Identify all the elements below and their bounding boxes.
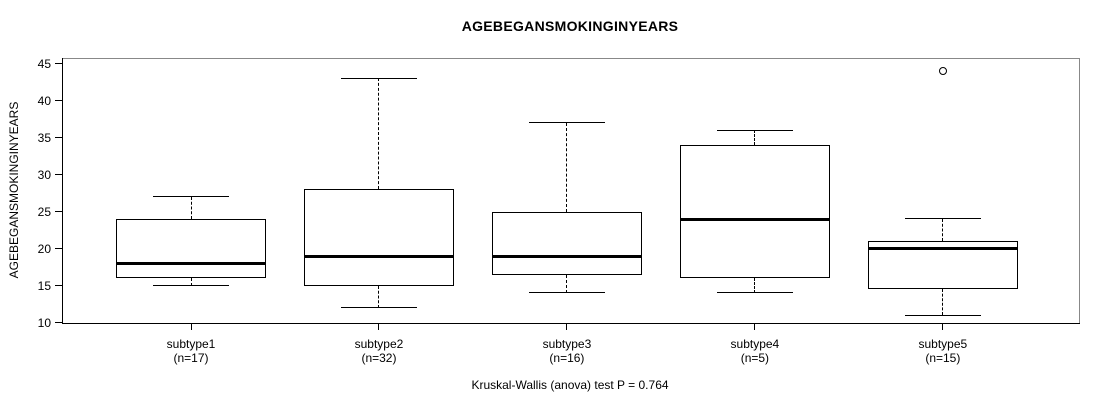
y-tick-label: 45: [37, 56, 51, 71]
x-tick-label: subtype1 (n=17): [166, 337, 216, 365]
x-tick: [566, 324, 568, 330]
whisker-upper-cap: [528, 122, 605, 124]
y-tick: [55, 63, 62, 65]
y-tick: [55, 322, 62, 324]
median-line: [867, 247, 1018, 251]
y-tick-label: 30: [37, 167, 51, 182]
median-line: [303, 254, 454, 258]
whisker-lower-cap: [904, 314, 981, 316]
whisker-upper-line: [754, 130, 756, 146]
iqr-box: [491, 211, 642, 275]
y-tick: [55, 285, 62, 287]
whisker-lower-cap: [153, 284, 230, 286]
whisker-lower-cap: [340, 307, 417, 309]
whisker-upper-line: [942, 219, 944, 242]
median-line: [679, 217, 830, 221]
whisker-lower-line: [754, 278, 756, 294]
statistical-test-annotation: Kruskal-Wallis (anova) test P = 0.764: [471, 378, 669, 392]
iqr-box: [679, 145, 830, 279]
y-tick: [55, 174, 62, 176]
x-tick: [378, 324, 380, 330]
whisker-upper-cap: [340, 77, 417, 79]
whisker-upper-line: [566, 122, 568, 212]
whisker-upper-line: [378, 78, 380, 190]
x-tick-label: subtype3 (n=16): [542, 337, 592, 365]
y-axis-line: [62, 58, 63, 324]
x-tick-label: subtype5 (n=15): [918, 337, 968, 365]
whisker-upper-cap: [153, 196, 230, 198]
iqr-box: [303, 189, 454, 286]
median-line: [491, 254, 642, 258]
chart-title: AGEBEGANSMOKINGINYEARS: [461, 18, 679, 34]
y-tick-label: 40: [37, 93, 51, 108]
x-tick: [190, 324, 192, 330]
whisker-upper-cap: [716, 129, 793, 131]
y-tick-label: 10: [37, 315, 51, 330]
median-line: [116, 261, 267, 265]
plot-area: 10 15 20 25 30 35 40 45 subtype1 (n=17) subtype2 …: [38, 57, 1080, 365]
x-axis-line: [62, 323, 1080, 324]
whisker-lower-line: [378, 285, 380, 308]
iqr-box: [116, 219, 267, 279]
y-tick: [55, 137, 62, 139]
x-tick-label: subtype4 (n=5): [730, 337, 780, 365]
whisker-lower-cap: [716, 292, 793, 294]
y-tick: [55, 248, 62, 250]
x-tick: [942, 324, 944, 330]
whisker-upper-cap: [904, 218, 981, 220]
whisker-lower-cap: [528, 292, 605, 294]
whisker-lower-line: [942, 289, 944, 316]
y-tick-label: 20: [37, 241, 51, 256]
y-axis-label: AGEBEGANSMOKINGINYEARS: [7, 101, 21, 279]
whisker-lower-line: [566, 274, 568, 294]
x-tick-label: subtype2 (n=32): [354, 337, 404, 365]
whisker-upper-line: [190, 196, 192, 220]
outlier-point: [938, 67, 947, 76]
y-tick-label: 25: [37, 204, 51, 219]
x-tick: [754, 324, 756, 330]
y-tick: [55, 100, 62, 102]
y-tick: [55, 211, 62, 213]
whisker-lower-line: [190, 278, 192, 286]
y-tick-label: 35: [37, 130, 51, 145]
y-tick-label: 15: [37, 278, 51, 293]
